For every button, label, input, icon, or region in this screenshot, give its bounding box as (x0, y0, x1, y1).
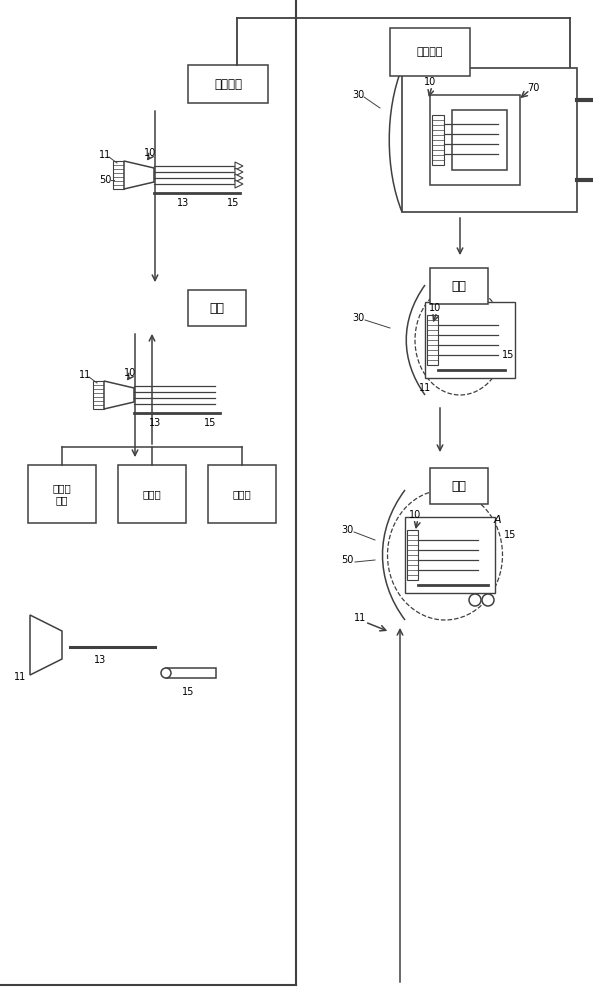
Text: 13: 13 (94, 655, 106, 665)
Text: 50: 50 (99, 175, 111, 185)
Bar (93, 381, 104, 409)
Text: 排气: 排气 (451, 279, 467, 292)
Bar (432, 115, 444, 165)
Text: 11: 11 (99, 150, 111, 160)
Text: 30: 30 (341, 525, 353, 535)
Bar (427, 315, 438, 365)
Text: 11: 11 (14, 672, 26, 682)
Text: 灯丝连接: 灯丝连接 (214, 78, 242, 91)
Text: 11: 11 (79, 370, 91, 380)
Bar (452, 110, 507, 170)
Bar (430, 95, 520, 185)
Text: 15: 15 (204, 418, 216, 428)
Bar (188, 65, 268, 103)
Bar (118, 465, 186, 523)
Bar (430, 468, 488, 504)
Text: 15: 15 (502, 350, 514, 360)
Polygon shape (235, 162, 243, 170)
Bar (407, 530, 418, 580)
Bar (113, 161, 124, 189)
Text: 10: 10 (124, 368, 136, 378)
Polygon shape (235, 168, 243, 176)
Text: 30: 30 (352, 313, 364, 323)
Bar (405, 517, 495, 593)
Text: 10: 10 (429, 303, 441, 313)
Text: 密封: 密封 (451, 480, 467, 492)
Text: 排气管: 排气管 (232, 489, 251, 499)
Text: 30: 30 (352, 90, 364, 100)
Text: A: A (493, 515, 501, 525)
Bar (430, 268, 488, 304)
Polygon shape (104, 381, 134, 409)
Bar (208, 465, 276, 523)
Text: 50: 50 (341, 555, 353, 565)
Text: 11: 11 (419, 383, 431, 393)
Text: 基座固定: 基座固定 (417, 47, 443, 57)
Text: 10: 10 (409, 510, 421, 520)
Text: 15: 15 (227, 198, 239, 208)
Ellipse shape (161, 668, 171, 678)
Circle shape (482, 594, 494, 606)
Polygon shape (30, 615, 62, 675)
Bar (28, 465, 96, 523)
Circle shape (469, 594, 481, 606)
Text: 导入线: 导入线 (143, 489, 161, 499)
Text: 10: 10 (424, 77, 436, 87)
Text: 70: 70 (527, 83, 539, 93)
Text: 13: 13 (149, 418, 161, 428)
Text: 10: 10 (144, 148, 156, 158)
Text: 芯柱: 芯柱 (209, 302, 225, 314)
Polygon shape (235, 174, 243, 182)
Text: 11: 11 (354, 613, 366, 623)
Polygon shape (124, 161, 154, 189)
Bar (188, 290, 246, 326)
Polygon shape (235, 180, 243, 188)
Bar (402, 68, 577, 212)
Text: 制入形
部件: 制入形 部件 (53, 483, 71, 505)
Bar (425, 302, 515, 378)
Text: 15: 15 (504, 530, 516, 540)
Text: 15: 15 (182, 687, 194, 697)
Bar (390, 28, 470, 76)
Text: 13: 13 (177, 198, 189, 208)
Bar (166, 668, 216, 678)
